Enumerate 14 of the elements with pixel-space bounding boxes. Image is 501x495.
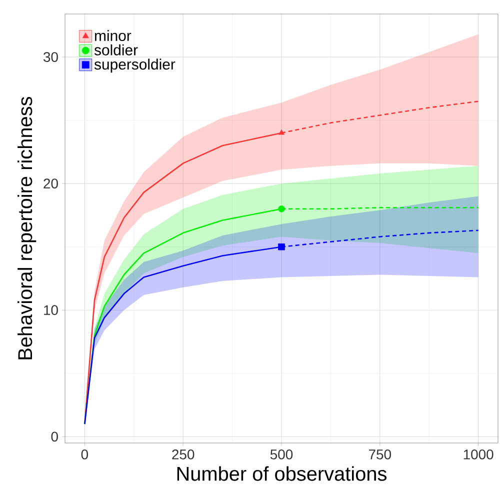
legend-label: minor — [95, 30, 132, 42]
x-tick-label: 1000 — [464, 450, 494, 460]
legend-label: supersoldier — [94, 58, 176, 73]
x-tick-label: 750 — [368, 450, 392, 460]
x-tick-label: 250 — [172, 450, 194, 460]
legend-label: soldier — [94, 44, 138, 56]
y-axis-title: Behavioral repertoire richness — [18, 96, 36, 360]
x-tick-label: 500 — [270, 450, 293, 460]
x-tick-label: 0 — [81, 450, 88, 460]
x-axis-title: Number of observations — [177, 466, 386, 481]
y-tick-label: 30 — [44, 52, 58, 62]
y-tick-label: 20 — [44, 178, 58, 189]
y-tick-label: 0 — [51, 432, 58, 442]
y-tick-label: 10 — [44, 305, 58, 316]
